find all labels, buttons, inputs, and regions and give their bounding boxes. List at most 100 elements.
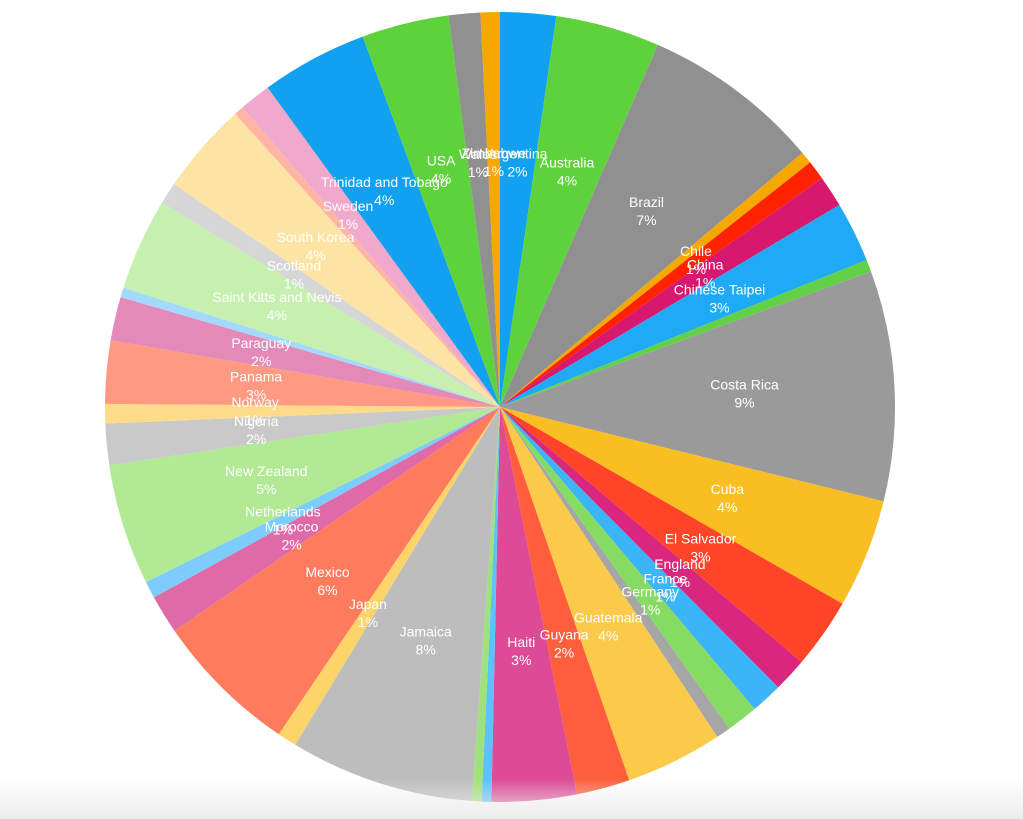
slice-label-japan: Japan: [349, 596, 387, 612]
pie-slice-france[interactable]: [500, 407, 779, 709]
pie-slice-jamaica[interactable]: [295, 407, 500, 801]
pie-slice-haiti[interactable]: [491, 407, 577, 803]
slice-label-netherlands: Netherlands: [245, 503, 321, 519]
slice-percent-china: 1%: [695, 274, 715, 290]
slice-percent-guyana: 2%: [554, 644, 574, 660]
pie-slice-unlabeled-3[interactable]: [500, 152, 811, 407]
pie-slice-south-korea[interactable]: [173, 113, 500, 408]
slice-percent-guatemala: 4%: [598, 628, 618, 644]
slice-label-new-zealand: New Zealand: [225, 463, 308, 479]
slice-label-el-salvador: El Salvador: [665, 531, 737, 547]
slice-percent-zimbabwe: 1%: [484, 163, 504, 179]
pie-slice-unlabeled-19[interactable]: [471, 407, 500, 802]
slice-percent-new-zealand: 5%: [256, 481, 276, 497]
slice-percent-sweden: 1%: [338, 216, 358, 232]
slice-label-china: China: [687, 256, 724, 272]
slice-label-scotland: Scotland: [267, 258, 321, 274]
slice-label-sweden: Sweden: [323, 198, 374, 214]
slice-label-morocco: Morocco: [265, 519, 319, 535]
pie-slice-paraguay[interactable]: [110, 297, 501, 407]
pie-slice-nigeria[interactable]: [105, 407, 500, 466]
slice-label-haiti: Haiti: [507, 634, 535, 650]
slice-percent-germany: 1%: [640, 602, 660, 618]
slice-percent-england: 1%: [670, 574, 690, 590]
slice-label-guyana: Guyana: [540, 626, 589, 642]
pie-slice-norway[interactable]: [104, 403, 500, 424]
pie-slice-unlabeled-30[interactable]: [120, 287, 500, 407]
slice-percent-el-salvador: 3%: [690, 549, 710, 565]
slice-percent-japan: 1%: [358, 614, 378, 630]
slice-label-costa-rica: Costa Rica: [710, 377, 779, 393]
pie-slice-unlabeled-14[interactable]: [500, 407, 730, 737]
slice-label-panama: Panama: [230, 368, 282, 384]
slice-label-usa: USA: [427, 152, 456, 168]
pie-slice-chinese-taipei[interactable]: [500, 204, 867, 407]
slice-label-zimbabwe: Zimbabwe: [462, 145, 527, 161]
pie-slice-saint-kitts-and-nevis[interactable]: [123, 202, 501, 407]
pie-slice-chile[interactable]: [500, 162, 822, 407]
slice-percent-chinese-taipei: 3%: [709, 299, 729, 315]
slice-percent-jamaica: 8%: [416, 641, 436, 657]
slice-percent-haiti: 3%: [511, 652, 531, 668]
pie-slice-guyana[interactable]: [500, 407, 630, 795]
slice-percent-norway: 1%: [245, 412, 265, 428]
pie-slice-japan[interactable]: [278, 407, 500, 745]
pie-slice-unlabeled-7[interactable]: [500, 259, 872, 407]
slice-label-france: France: [644, 571, 688, 587]
slice-label-brazil: Brazil: [629, 194, 664, 210]
slice-percent-trinidad-and-tobago: 4%: [374, 192, 394, 208]
pie-slice-el-salvador[interactable]: [500, 407, 843, 663]
slice-label-cuba: Cuba: [711, 481, 745, 497]
slice-label-norway: Norway: [231, 394, 278, 410]
pie-slice-zimbabwe[interactable]: [480, 12, 500, 407]
slice-percent-saint-kitts-and-nevis: 4%: [267, 307, 287, 323]
slice-percent-brazil: 7%: [636, 212, 656, 228]
pie-slice-england[interactable]: [500, 407, 802, 688]
slice-label-saint-kitts-and-nevis: Saint Kitts and Nevis: [212, 289, 341, 305]
slice-label-trinidad-and-tobago: Trinidad and Tobago: [321, 174, 448, 190]
pie-slices: [104, 11, 896, 803]
pie-slice-new-zealand[interactable]: [109, 407, 500, 583]
slice-percent-wales: 1%: [468, 164, 488, 180]
slice-percent-usa: 4%: [431, 170, 451, 186]
slice-label-england: England: [654, 556, 705, 572]
slice-percent-morocco: 2%: [281, 537, 301, 553]
pie-slice-morocco[interactable]: [153, 407, 500, 631]
slice-label-australia: Australia: [540, 154, 595, 170]
pie-slice-guatemala[interactable]: [500, 407, 718, 781]
pie-slice-china[interactable]: [500, 178, 840, 407]
pie-slice-unlabeled-34[interactable]: [235, 107, 500, 408]
slice-percent-nigeria: 2%: [246, 431, 266, 447]
slice-label-guatemala: Guatemala: [574, 610, 643, 626]
slice-percent-chile: 1%: [686, 261, 706, 277]
slice-label-argentina: Argentina: [488, 146, 548, 162]
pie-slice-sweden[interactable]: [242, 87, 500, 407]
pie-slice-costa-rica[interactable]: [500, 271, 896, 502]
pie-slice-panama[interactable]: [105, 340, 500, 407]
slice-label-chile: Chile: [680, 243, 712, 259]
slice-label-chinese-taipei: Chinese Taipei: [674, 281, 766, 297]
slice-percent-australia: 4%: [557, 172, 577, 188]
pie-slice-mexico[interactable]: [174, 407, 501, 735]
slice-label-jamaica: Jamaica: [400, 623, 452, 639]
slice-label-nigeria: Nigeria: [234, 413, 279, 429]
pie-slice-australia[interactable]: [500, 16, 658, 407]
slice-percent-scotland: 1%: [284, 276, 304, 292]
pie-slice-germany[interactable]: [500, 407, 755, 729]
pie-slice-argentina[interactable]: [500, 11, 557, 407]
slice-percent-panama: 3%: [246, 386, 266, 402]
slice-label-wales: Wales: [459, 146, 497, 162]
pie-slice-brazil[interactable]: [500, 44, 803, 407]
pie-slice-cuba[interactable]: [500, 407, 884, 604]
pie-slice-wales[interactable]: [448, 12, 500, 408]
pie-slice-trinidad-and-tobago[interactable]: [267, 36, 500, 408]
slice-label-mexico: Mexico: [305, 564, 350, 580]
pie-slice-usa[interactable]: [362, 15, 500, 408]
slice-percent-mexico: 6%: [317, 582, 337, 598]
pie-slice-netherlands[interactable]: [145, 407, 500, 598]
pie-labels: Argentina2%Australia4%Brazil7%Chile1%Chi…: [212, 145, 779, 668]
pie-slice-unlabeled-18[interactable]: [481, 407, 500, 802]
pie-slice-scotland[interactable]: [161, 184, 500, 407]
slice-percent-paraguay: 2%: [251, 353, 271, 369]
